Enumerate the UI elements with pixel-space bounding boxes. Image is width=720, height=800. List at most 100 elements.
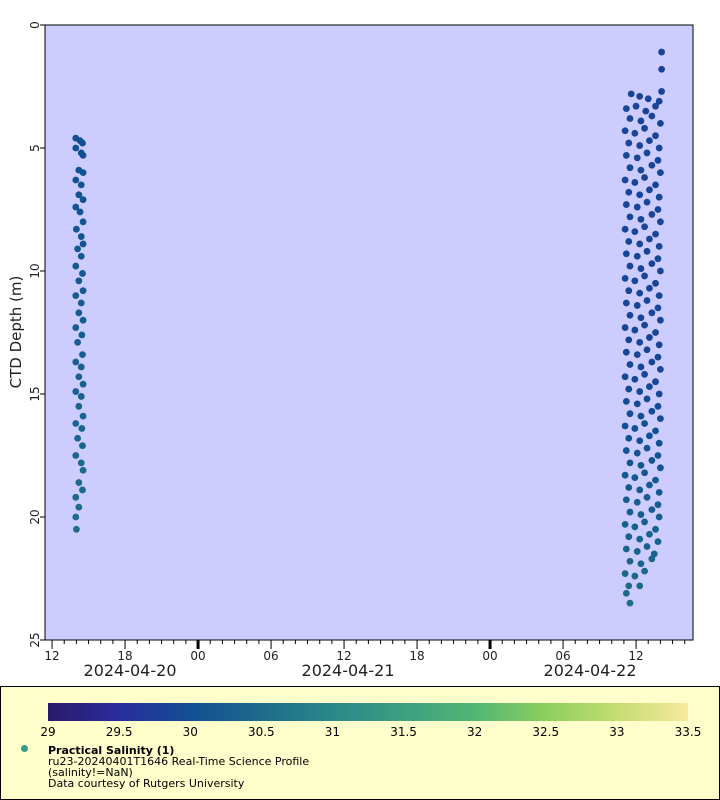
data-point <box>654 501 662 509</box>
colorbar-tick-label: 29.5 <box>105 725 133 739</box>
data-point <box>625 434 633 442</box>
data-point <box>646 137 653 145</box>
data-point <box>626 508 634 516</box>
data-point <box>77 252 85 260</box>
data-point <box>637 314 645 322</box>
data-point <box>75 373 83 381</box>
date-label-2024-04-21: 2024-04-21 <box>301 661 395 680</box>
data-point <box>641 124 648 132</box>
data-point <box>631 277 639 285</box>
data-point <box>654 452 662 459</box>
y-tick-label: 25 <box>28 632 42 647</box>
data-point <box>78 331 86 339</box>
data-point <box>633 548 641 555</box>
data-point <box>77 181 85 189</box>
data-point <box>636 142 644 149</box>
data-point <box>648 112 656 120</box>
data-point <box>74 245 82 253</box>
data-point <box>636 240 644 248</box>
data-point <box>637 166 645 174</box>
x-tick-label: 00 <box>190 649 205 663</box>
data-point <box>643 493 651 501</box>
data-point <box>641 469 648 477</box>
data-point <box>72 324 80 331</box>
data-point <box>655 193 663 201</box>
data-point <box>79 196 87 204</box>
data-point <box>625 287 633 295</box>
data-point <box>655 292 663 299</box>
plot-area <box>44 24 694 641</box>
data-point <box>626 599 634 607</box>
data-point <box>641 567 648 575</box>
data-point <box>79 412 87 420</box>
data-point <box>643 346 651 354</box>
data-point <box>654 402 662 410</box>
date-label-2024-04-22: 2024-04-22 <box>543 661 637 680</box>
y-tick-label: 20 <box>28 509 42 524</box>
data-point <box>626 311 634 319</box>
data-point <box>79 351 86 359</box>
colorbar-tick-label: 32.5 <box>532 725 560 739</box>
data-point <box>625 238 633 245</box>
data-point <box>643 198 651 206</box>
data-point <box>631 326 639 334</box>
data-point <box>636 338 644 346</box>
data-point <box>621 520 629 528</box>
colorbar-tick-label: 31 <box>324 725 341 739</box>
data-point <box>637 511 645 518</box>
x-tick-label: 12 <box>44 649 59 663</box>
data-point <box>631 375 639 383</box>
data-point <box>641 272 648 280</box>
data-point <box>655 243 663 250</box>
x-tick-label: 06 <box>263 649 278 663</box>
data-point <box>622 105 630 113</box>
colorbar-tick-label: 33 <box>609 725 625 739</box>
data-point <box>652 525 659 533</box>
data-point <box>79 151 87 159</box>
data-point <box>641 370 648 378</box>
data-point <box>648 161 656 169</box>
data-point <box>621 324 629 331</box>
data-point <box>637 461 645 469</box>
data-point <box>626 115 634 122</box>
data-point <box>77 459 85 467</box>
data-point <box>631 474 639 482</box>
data-point <box>648 506 656 514</box>
data-point <box>621 127 629 135</box>
data-point <box>72 203 80 211</box>
data-point <box>625 484 633 491</box>
data-point <box>72 225 80 233</box>
data-point <box>622 151 630 159</box>
y-tick-label: 15 <box>28 386 42 401</box>
data-point <box>656 464 664 472</box>
x-tick-label: 00 <box>482 649 497 663</box>
colorbar-tick-label: 30.5 <box>247 725 275 739</box>
data-point <box>648 407 656 415</box>
data-point <box>75 191 83 199</box>
data-point <box>79 169 87 177</box>
data-point <box>74 338 82 346</box>
data-point <box>656 366 664 373</box>
data-point <box>641 321 648 329</box>
y-tick-label: 5 <box>28 144 42 152</box>
data-point <box>626 213 634 221</box>
data-point <box>655 97 663 105</box>
legend-dataset: ru23-20240401T1646 Real-Time Science Pro… <box>48 755 310 768</box>
data-point <box>652 102 659 110</box>
data-point <box>652 329 659 336</box>
data-point <box>646 383 653 391</box>
data-point <box>77 233 85 240</box>
data-point <box>77 393 85 400</box>
data-point <box>631 523 639 531</box>
data-point <box>626 410 634 418</box>
data-point <box>643 444 651 452</box>
data-point <box>646 481 653 489</box>
data-point <box>626 361 634 368</box>
data-point <box>633 203 641 211</box>
data-point <box>641 518 648 526</box>
data-point <box>637 412 645 420</box>
data-point <box>654 255 662 263</box>
data-point <box>643 297 651 304</box>
data-point <box>633 154 641 162</box>
data-point <box>646 186 653 194</box>
